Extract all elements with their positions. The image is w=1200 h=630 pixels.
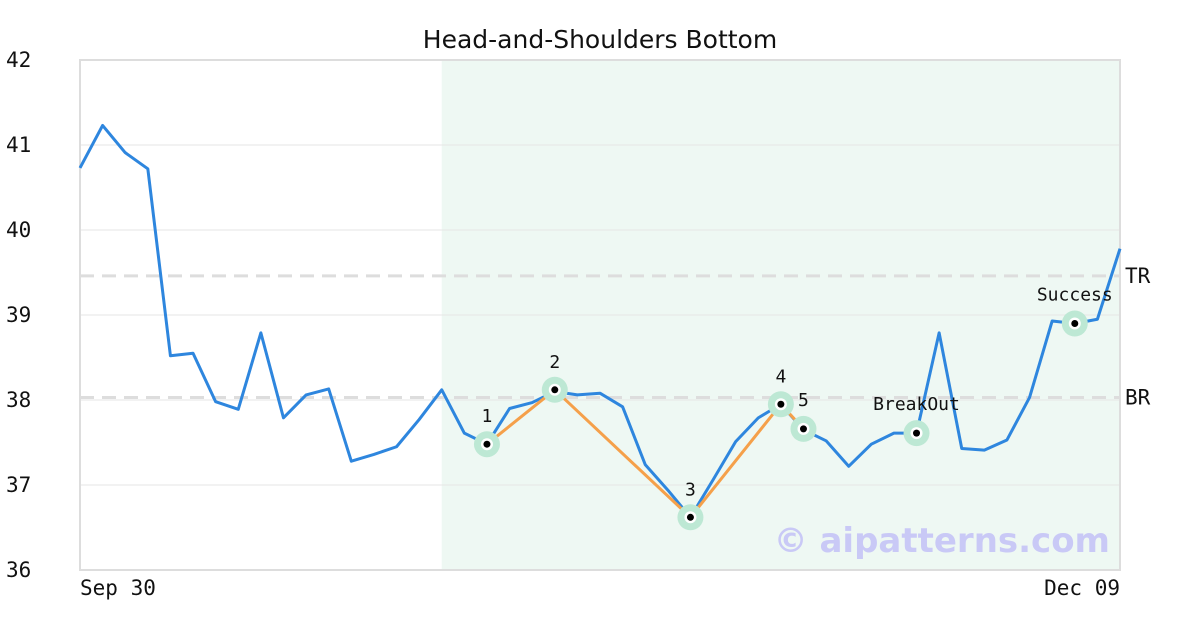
marker-dot — [686, 513, 694, 521]
chart-title: Head-and-Shoulders Bottom — [423, 25, 777, 54]
y-axis-ticks: 36 37 38 39 40 41 42 — [6, 48, 31, 582]
x-axis-ticks: Sep 30 Dec 09 — [80, 576, 1120, 600]
marker-dot — [799, 425, 807, 433]
reference-lines: TR BR — [80, 264, 1151, 409]
marker-dot — [777, 400, 785, 408]
x-tick-label: Dec 09 — [1044, 576, 1120, 600]
y-tick-label: 38 — [6, 388, 31, 412]
marker-dot — [1071, 320, 1079, 327]
plot-frame — [79, 59, 1121, 571]
y-tick-label: 36 — [6, 558, 31, 582]
pattern-point-label: 2 — [549, 352, 560, 373]
x-tick-label: Sep 30 — [80, 576, 156, 600]
event-label: BreakOut — [873, 394, 960, 415]
event-label: Success — [1037, 285, 1113, 306]
pattern-point-label: 1 — [482, 406, 493, 427]
pattern-markers: 1 2 3 45 BreakOut Success — [473, 285, 1113, 531]
watermark: © aipatterns.com — [774, 521, 1110, 561]
marker-dot — [483, 440, 491, 448]
y-tick-label: 40 — [6, 218, 31, 242]
reference-line-label: BR — [1125, 385, 1151, 409]
reference-line-label: TR — [1125, 264, 1151, 288]
y-tick-label: 42 — [6, 48, 31, 72]
y-tick-label: 37 — [6, 473, 31, 497]
grid — [80, 144, 1120, 486]
pattern-point-label: 5 — [798, 390, 809, 411]
y-tick-label: 41 — [6, 133, 31, 157]
marker-dot — [913, 429, 921, 437]
y-tick-label: 39 — [6, 303, 31, 327]
pattern-point-label: 3 — [685, 479, 696, 500]
price-line — [78, 123, 1122, 519]
pattern-point-label: 4 — [775, 366, 786, 387]
marker-dot — [551, 386, 559, 394]
